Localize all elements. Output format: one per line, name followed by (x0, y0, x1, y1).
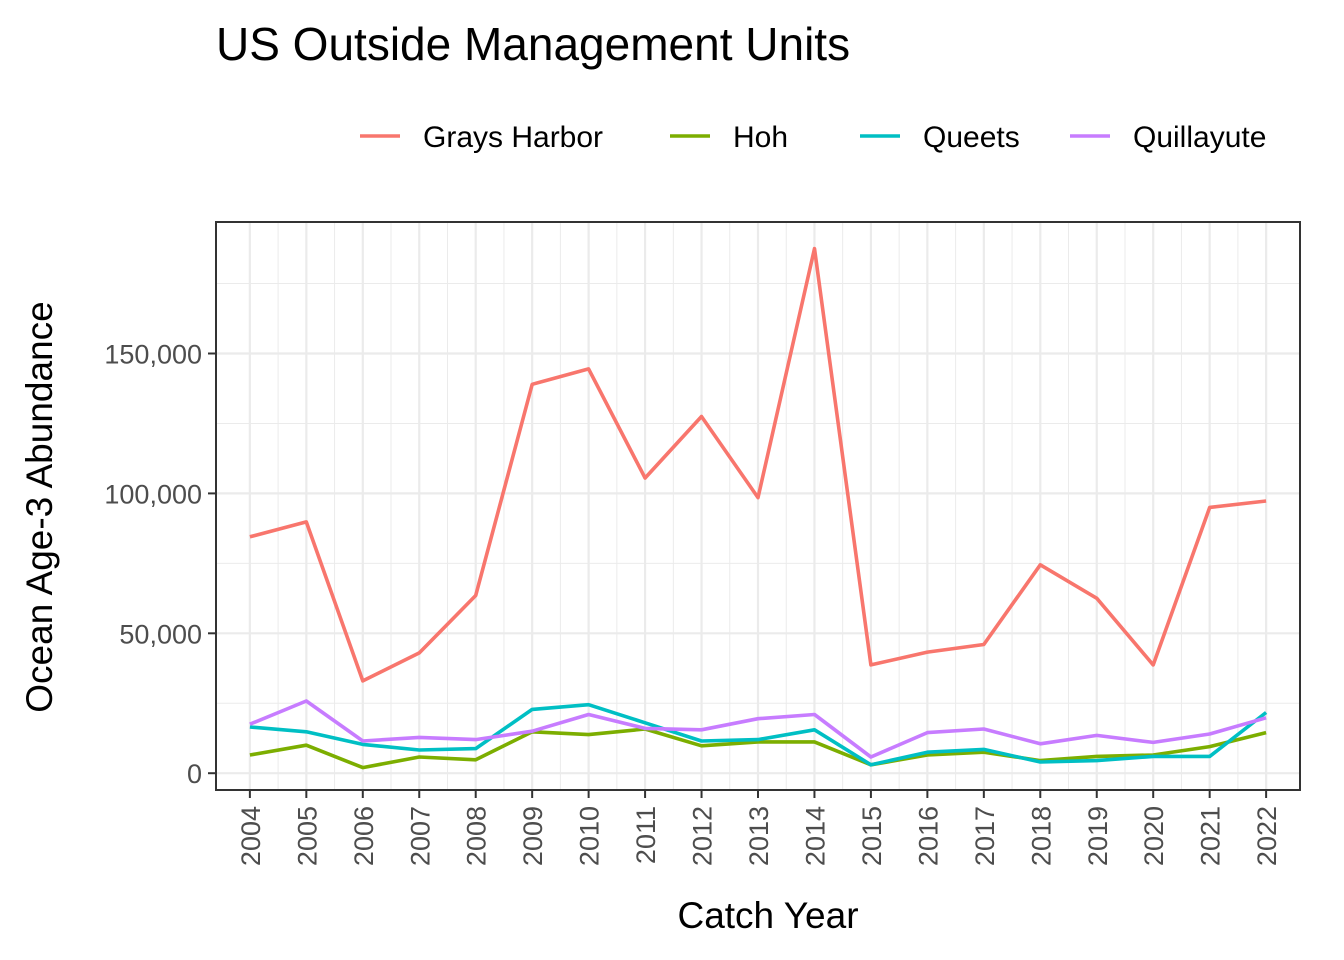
x-tick-label: 2006 (349, 806, 379, 866)
x-tick-label: 2019 (1083, 806, 1113, 866)
x-tick-label: 2010 (575, 806, 605, 866)
x-axis: 2004 2005 2006 2007 2008 2009 2010 2011 2012 2013… (236, 790, 1282, 866)
x-axis-title: Catch Year (677, 895, 858, 936)
series-lines (249, 246, 1268, 770)
y-tick-label: 50,000 (119, 619, 202, 649)
x-tick-label: 2011 (631, 806, 661, 864)
x-tick-label: 2004 (236, 806, 266, 866)
y-axis: 0 50,000 100,000 150,000 (104, 340, 216, 789)
legend-item-hoh: Hoh (670, 121, 788, 154)
x-tick-label: 2020 (1139, 806, 1169, 866)
legend-item-queets: Queets (860, 121, 1020, 154)
x-tick-label: 2022 (1252, 806, 1282, 866)
legend-label-grays-harbor: Grays Harbor (423, 121, 603, 154)
legend-item-quillayute: Quillayute (1070, 121, 1266, 154)
x-tick-label: 2007 (405, 806, 435, 866)
x-tick-label: 2016 (913, 806, 943, 866)
series-line-grays-harbor (249, 246, 1267, 683)
y-tick-label: 100,000 (104, 479, 202, 509)
x-tick-label: 2008 (462, 806, 492, 866)
legend: Grays Harbor Hoh Queets Quillayute (360, 121, 1266, 154)
x-tick-label: 2017 (970, 806, 1000, 866)
legend-label-queets: Queets (923, 121, 1020, 154)
x-tick-label: 2013 (744, 806, 774, 866)
x-tick-label: 2018 (1026, 806, 1056, 866)
series-line-quillayute (249, 699, 1267, 759)
x-tick-label: 2014 (800, 806, 830, 866)
series-line-queets (249, 702, 1268, 767)
legend-label-quillayute: Quillayute (1133, 121, 1266, 154)
legend-item-grays-harbor: Grays Harbor (360, 121, 603, 154)
legend-label-hoh: Hoh (733, 121, 788, 154)
x-tick-label: 2005 (292, 806, 322, 866)
x-tick-label: 2012 (688, 806, 718, 866)
x-tick-label: 2021 (1196, 806, 1226, 866)
x-tick-label: 2009 (518, 806, 548, 866)
chart-title: US Outside Management Units (216, 18, 850, 70)
y-tick-label: 150,000 (104, 340, 202, 370)
series-line-hoh (249, 727, 1267, 770)
y-tick-label: 0 (187, 759, 202, 789)
y-axis-title: Ocean Age-3 Abundance (19, 301, 60, 712)
minor-gridlines (216, 222, 1300, 790)
x-tick-label: 2015 (857, 806, 887, 866)
